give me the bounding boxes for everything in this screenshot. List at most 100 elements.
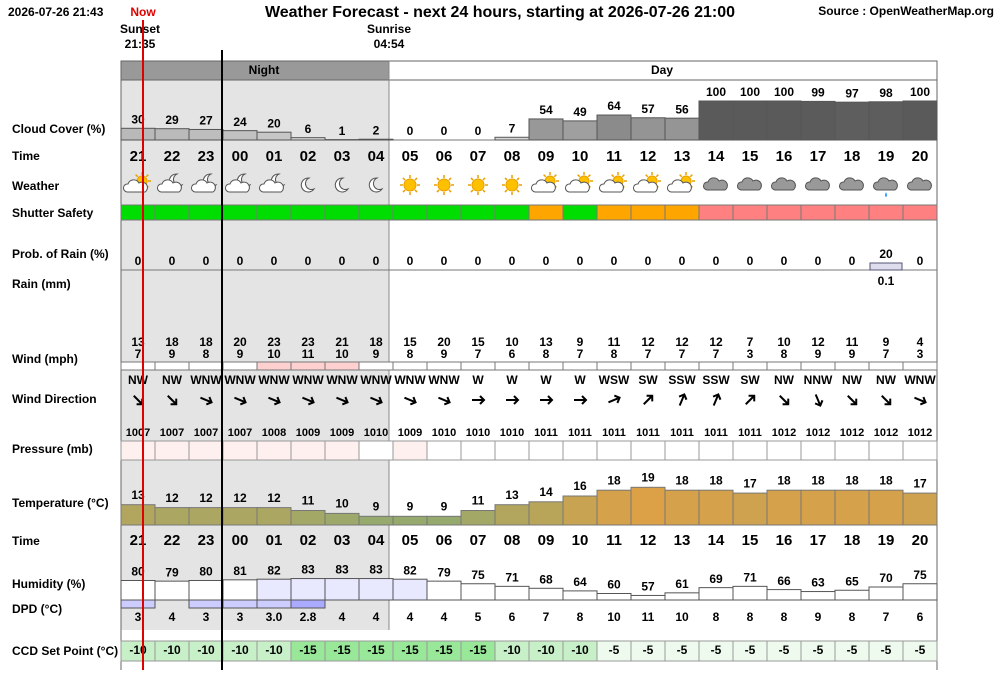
wind-direction: WSW xyxy=(599,373,630,387)
hour: 05 xyxy=(402,148,419,165)
cloud-bar xyxy=(358,138,394,141)
weather-icon xyxy=(434,175,454,195)
hour: 01 xyxy=(266,532,283,549)
icon-sun xyxy=(437,178,451,192)
row-label: Rain (mm) xyxy=(12,277,71,291)
shutter-cell xyxy=(902,204,938,221)
wind-arrow xyxy=(712,393,722,406)
humidity-box xyxy=(596,593,632,601)
humidity-value: 82 xyxy=(267,563,281,577)
wind-box xyxy=(358,361,394,371)
ccd-value: -15 xyxy=(469,643,487,657)
wind-direction: NW xyxy=(774,373,795,387)
dpd-value: 3 xyxy=(135,610,142,624)
row-label: Wind (mph) xyxy=(12,352,78,366)
cloud-value: 56 xyxy=(675,102,689,116)
hour: 12 xyxy=(640,148,657,165)
hour: 10 xyxy=(572,148,589,165)
wind-gust: 18 xyxy=(369,335,383,349)
wind-arrow xyxy=(234,396,247,406)
dpd-value: 6 xyxy=(917,610,924,624)
icon-cloud xyxy=(805,177,830,191)
wind-gust: 11 xyxy=(608,335,621,349)
wind-speed: 11 xyxy=(302,347,315,361)
pressure-box xyxy=(460,440,496,461)
wind-gust: 12 xyxy=(641,335,655,349)
dpd-value: 4 xyxy=(373,610,380,624)
wind-gust: 18 xyxy=(165,335,179,349)
icon-sun xyxy=(505,178,519,192)
wind-direction: NW xyxy=(162,373,183,387)
humidity-box xyxy=(188,580,224,601)
wind-direction: NW xyxy=(876,373,897,387)
pressure-box xyxy=(732,440,768,461)
rain-prob-value: 0 xyxy=(917,254,924,268)
humidity-box xyxy=(766,589,802,601)
wind-speed: 3 xyxy=(747,347,754,361)
humidity-box xyxy=(154,580,190,601)
hour: 16 xyxy=(776,148,793,165)
wind-arrow xyxy=(814,394,824,407)
wind-box xyxy=(732,361,768,371)
wind-direction: SSW xyxy=(702,373,730,387)
pressure-value: 1007 xyxy=(126,427,150,439)
wind-speed: 7 xyxy=(135,347,142,361)
wind-arrow xyxy=(779,395,790,406)
pressure-box xyxy=(324,440,360,461)
wind-direction: WNW xyxy=(292,373,324,387)
pressure-box xyxy=(800,440,836,461)
rain-prob-value: 0 xyxy=(237,254,244,268)
wind-speed: 8 xyxy=(543,347,550,361)
cloud-bar xyxy=(596,114,632,141)
rain-prob-value: 0 xyxy=(475,254,482,268)
hour: 13 xyxy=(674,148,691,165)
dpd-value: 2.8 xyxy=(300,610,317,624)
wind-gust: 11 xyxy=(846,335,859,349)
humidity-box xyxy=(630,594,666,601)
icon-ray xyxy=(482,177,486,181)
temperature-bar xyxy=(256,507,292,526)
icon-cloud xyxy=(633,179,658,193)
wind-speed: 7 xyxy=(679,347,686,361)
humidity-value: 79 xyxy=(165,565,179,579)
wind-arrow xyxy=(438,396,451,406)
cloud-value: 30 xyxy=(131,112,145,126)
wind-speed: 8 xyxy=(203,347,210,361)
ccd-value: -15 xyxy=(299,643,317,657)
hour: 02 xyxy=(300,532,317,549)
humidity-value: 79 xyxy=(437,565,451,579)
temperature-bar xyxy=(154,507,190,526)
content: Cloud Cover (%) Time Weather Shutter Safety… xyxy=(12,85,938,662)
wind-box xyxy=(290,361,326,371)
humidity-value: 60 xyxy=(607,578,621,592)
wind-speed: 3 xyxy=(917,347,924,361)
temperature-bar xyxy=(494,504,530,526)
humidity-box xyxy=(120,580,156,601)
icon-cloud xyxy=(907,177,932,191)
weather-icon xyxy=(737,177,762,191)
rain-prob-value: 0 xyxy=(373,254,380,268)
night-shade xyxy=(121,80,389,630)
humidity-value: 81 xyxy=(233,564,247,578)
hour: 19 xyxy=(878,148,895,165)
humidity-value: 69 xyxy=(709,572,723,586)
pressure-value: 1009 xyxy=(330,427,354,439)
icon-drop xyxy=(885,192,887,197)
hour: 15 xyxy=(742,148,759,165)
shutter-cell xyxy=(120,204,156,221)
weather-icon xyxy=(225,173,252,193)
row-label: Time xyxy=(12,149,40,163)
wind-direction: WNW xyxy=(224,373,256,387)
dpd-value: 8 xyxy=(577,610,584,624)
dpd-box xyxy=(290,599,326,609)
humidity-value: 63 xyxy=(811,576,825,590)
shutter-cell xyxy=(290,204,326,221)
ccd-value: -10 xyxy=(537,643,555,657)
wind-arrow xyxy=(336,396,349,406)
icon-ray xyxy=(621,174,625,178)
cloud-value: 27 xyxy=(199,114,213,128)
hour: 09 xyxy=(538,148,555,165)
humidity-value: 80 xyxy=(199,565,213,579)
temperature-bar xyxy=(732,492,768,526)
icon-cloud xyxy=(599,179,624,193)
